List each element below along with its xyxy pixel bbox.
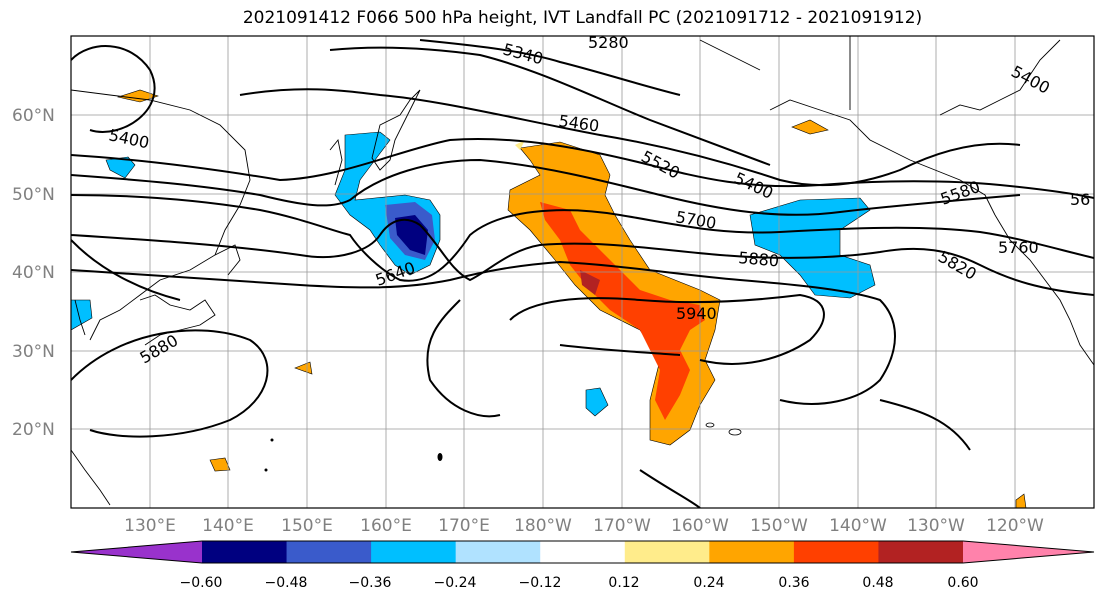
lat-label: 20°N [12, 420, 55, 440]
map-frame [70, 35, 1095, 509]
colorbar-tick-label: −0.24 [434, 575, 477, 591]
colorbar-outline [70, 540, 1095, 564]
lon-label: 180°W [514, 516, 572, 536]
lat-label: 40°N [12, 263, 55, 283]
lat-label: 60°N [12, 106, 55, 126]
colorbar-bin [963, 541, 1094, 563]
colorbar-bin [878, 541, 964, 563]
lon-label: 160°E [360, 516, 412, 536]
colorbar-tick-label: −0.60 [180, 575, 223, 591]
contour-label: 56 [1070, 190, 1090, 209]
lat-label: 30°N [12, 342, 55, 362]
lon-label: 170°E [438, 516, 490, 536]
colorbar-tick-label: 0.48 [862, 575, 893, 591]
height-contours [71, 39, 1094, 508]
colorbar-bin [793, 541, 879, 563]
ivt-positive-region-0.36 [540, 202, 705, 420]
ivt-positive-spot [791, 119, 829, 135]
ivt-negative-spot [105, 156, 136, 179]
colorbar-tick-label: −0.12 [519, 575, 562, 591]
ivt-positive-region-0.12 [515, 140, 525, 150]
longitude-labels: 130°E 140°E 150°E 160°E 170°E 180°W 170°… [124, 516, 1044, 536]
contour-label: 5280 [588, 33, 629, 52]
ivt-negative-spot [585, 387, 609, 417]
contour-label: 5880 [738, 248, 780, 270]
latitude-labels: 60°N 50°N 40°N 30°N 20°N [12, 106, 55, 440]
lon-label: 160°W [671, 516, 729, 536]
contour-label: 5940 [676, 304, 717, 323]
colorbar-ticks: −0.60 −0.48 −0.36 −0.24 −0.12 0.12 0.24 … [180, 575, 979, 591]
lon-label: 130°W [907, 516, 965, 536]
ivt-positive-spot [294, 361, 313, 375]
colorbar-bin [455, 541, 541, 563]
contour-label: 5760 [998, 238, 1039, 257]
islands [264, 422, 742, 472]
ivt-negative-spot [71, 299, 93, 331]
colorbar [70, 540, 1095, 564]
lon-label: 150°W [750, 516, 808, 536]
colorbar-tick-label: 0.24 [693, 575, 724, 591]
colorbar-bin [286, 541, 372, 563]
colorbar-bin [202, 541, 288, 563]
lon-label: 140°E [202, 516, 254, 536]
lon-label: 120°W [986, 516, 1044, 536]
colorbar-bin [709, 541, 795, 563]
ivt-positive-spot [1015, 493, 1027, 508]
lon-label: 170°W [593, 516, 651, 536]
colorbar-bin [624, 541, 710, 563]
lat-label: 50°N [12, 185, 55, 205]
lon-label: 130°E [124, 516, 176, 536]
colorbar-bin [540, 541, 626, 563]
ivt-positive-spot [209, 457, 231, 472]
graticule [71, 36, 1094, 508]
lon-label: 140°W [829, 516, 887, 536]
colorbar-bin [371, 541, 457, 563]
lon-label: 150°E [281, 516, 333, 536]
ivt-positive-region-0.48 [580, 270, 600, 295]
chart-title: 2021091412 F066 500 hPa height, IVT Land… [242, 8, 923, 28]
colorbar-tick-label: 0.60 [947, 575, 978, 591]
colorbar-tick-label: −0.48 [265, 575, 308, 591]
colorbar-tick-label: 0.36 [778, 575, 809, 591]
colorbar-tick-label: −0.36 [349, 575, 392, 591]
colorbar-bin [71, 541, 202, 563]
ivt-positive-spot [116, 89, 159, 103]
colorbar-tick-label: 0.12 [608, 575, 639, 591]
